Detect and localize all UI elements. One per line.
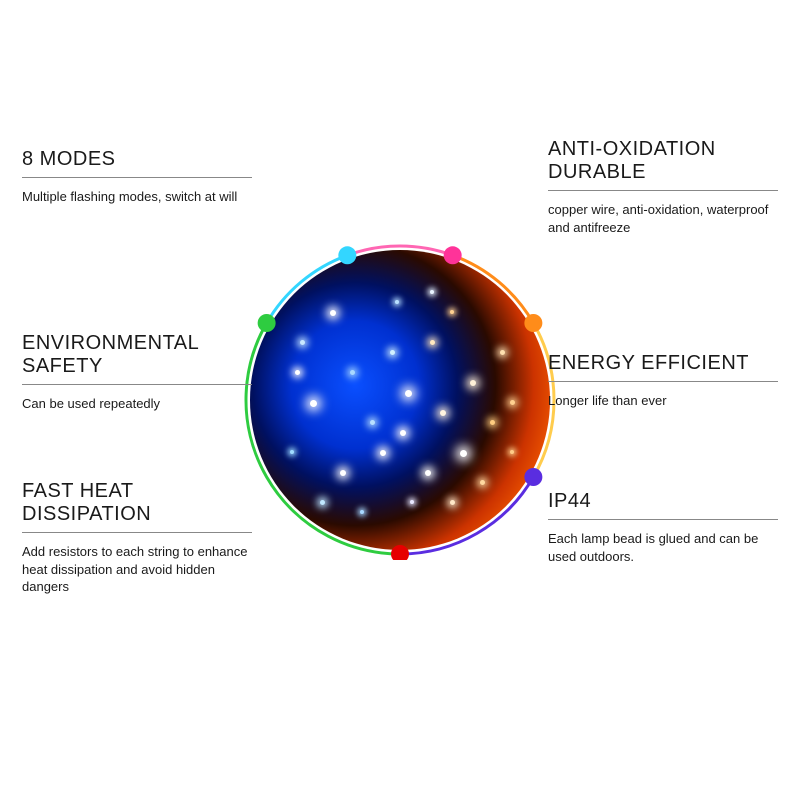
feature-underline bbox=[548, 381, 778, 382]
light-dot bbox=[340, 470, 346, 476]
feature-title: IP44 bbox=[548, 490, 778, 513]
light-dot bbox=[425, 470, 431, 476]
light-dot bbox=[510, 400, 515, 405]
feature-underline bbox=[22, 384, 252, 385]
feature-title: ENVIRONMENTAL SAFETY bbox=[22, 332, 252, 378]
light-dot bbox=[410, 500, 414, 504]
feature-desc: Longer life than ever bbox=[548, 392, 778, 410]
light-dot bbox=[450, 500, 455, 505]
light-dot bbox=[490, 420, 495, 425]
light-dot bbox=[470, 380, 476, 386]
light-dot bbox=[280, 290, 284, 294]
feature-desc: Can be used repeatedly bbox=[22, 395, 252, 413]
light-dot bbox=[460, 450, 467, 457]
light-dot bbox=[480, 480, 485, 485]
light-dot bbox=[330, 310, 336, 316]
light-dot bbox=[450, 310, 454, 314]
feature-title: FAST HEAT DISSIPATION bbox=[22, 480, 252, 526]
light-dot bbox=[350, 370, 355, 375]
feature-energy: ENERGY EFFICIENT Longer life than ever bbox=[548, 352, 778, 410]
feature-underline bbox=[548, 519, 778, 520]
feature-desc: Each lamp bead is glued and can be used … bbox=[548, 530, 778, 565]
light-dot bbox=[380, 450, 386, 456]
feature-modes: 8 MODES Multiple flashing modes, switch … bbox=[22, 148, 252, 206]
feature-heat: FAST HEAT DISSIPATION Add resistors to e… bbox=[22, 480, 252, 596]
feature-desc: Multiple flashing modes, switch at will bbox=[22, 188, 252, 206]
feature-underline bbox=[548, 190, 778, 191]
infographic-container: 8 MODES Multiple flashing modes, switch … bbox=[0, 0, 800, 800]
light-dot bbox=[440, 410, 446, 416]
feature-underline bbox=[22, 532, 252, 533]
light-dot bbox=[360, 510, 364, 514]
product-image-circle bbox=[250, 250, 550, 550]
light-dot bbox=[370, 420, 375, 425]
light-dot bbox=[395, 300, 399, 304]
light-dot bbox=[310, 400, 317, 407]
feature-antioxidation: ANTI-OXIDATION DURABLE copper wire, anti… bbox=[548, 138, 778, 236]
feature-title: ANTI-OXIDATION DURABLE bbox=[548, 138, 778, 184]
light-dot bbox=[390, 350, 395, 355]
light-dot bbox=[300, 340, 305, 345]
light-dot bbox=[400, 430, 406, 436]
feature-title: ENERGY EFFICIENT bbox=[548, 352, 778, 375]
light-dot bbox=[430, 290, 434, 294]
feature-title: 8 MODES bbox=[22, 148, 252, 171]
light-dot bbox=[500, 350, 505, 355]
light-dot bbox=[320, 500, 325, 505]
light-dot bbox=[510, 450, 514, 454]
light-dot bbox=[430, 340, 435, 345]
feature-desc: copper wire, anti-oxidation, waterproof … bbox=[548, 201, 778, 236]
feature-environmental: ENVIRONMENTAL SAFETY Can be used repeate… bbox=[22, 332, 252, 413]
light-dot bbox=[290, 450, 294, 454]
light-dot bbox=[295, 370, 300, 375]
feature-underline bbox=[22, 177, 252, 178]
light-dot bbox=[405, 390, 412, 397]
feature-ip44: IP44 Each lamp bead is glued and can be … bbox=[548, 490, 778, 565]
feature-desc: Add resistors to each string to enhance … bbox=[22, 543, 252, 596]
